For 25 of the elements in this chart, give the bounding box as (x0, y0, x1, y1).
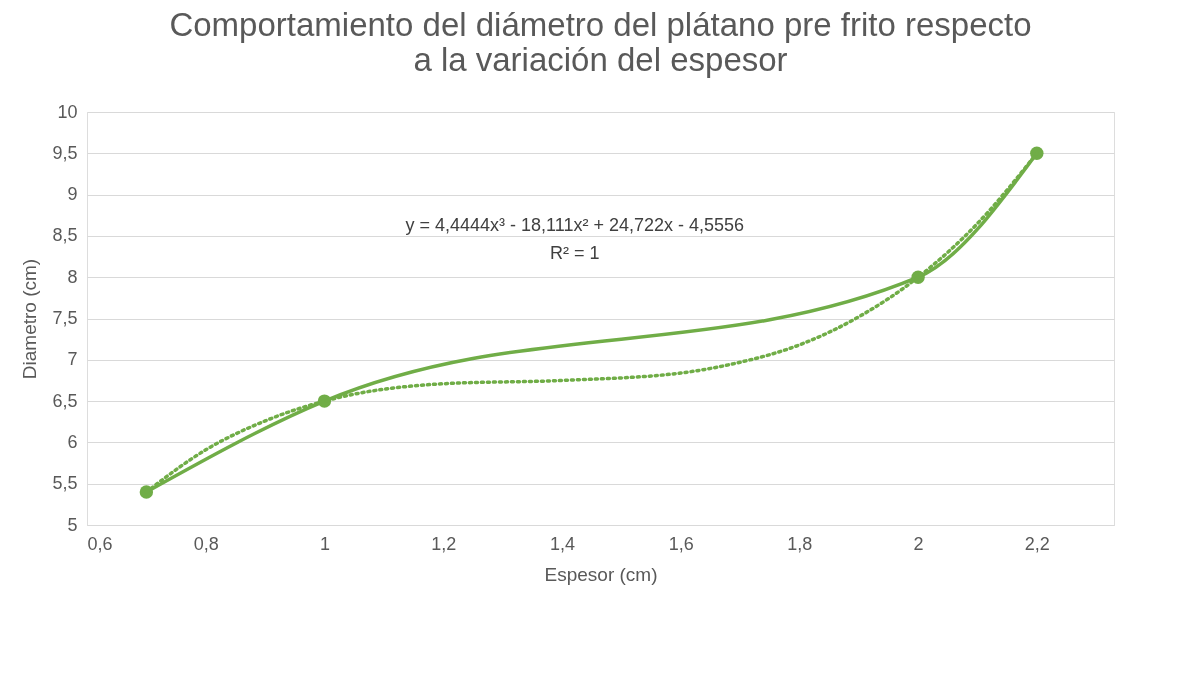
x-tick-label: 1,8 (787, 533, 813, 554)
x-tick-label: 1,6 (668, 533, 694, 554)
y-tick-label: 6 (67, 431, 78, 452)
x-tick-label: 1,4 (549, 533, 575, 554)
y-axis-title: Diametro (cm) (19, 258, 41, 380)
y-tick-label: 9 (67, 184, 78, 205)
y-tick-label: 5,5 (52, 473, 78, 494)
y-tick-label: 7 (67, 349, 78, 370)
x-axis-title: Espesor (cm) (544, 563, 658, 585)
y-tick-label: 9,5 (52, 142, 78, 163)
text: Comportamiento del diámetro del plátano pre frito respecto (169, 6, 1032, 43)
y-tick-label: 5 (67, 514, 78, 535)
x-tick-label: 2,2 (1024, 533, 1050, 554)
y-tick-label: 7,5 (52, 308, 78, 328)
x-tick-label: 1,2 (431, 533, 457, 554)
y-tick-label: 8,5 (52, 225, 78, 246)
x-tick-label: 2 (913, 533, 924, 554)
annotation: R² = 1 (550, 242, 600, 263)
x-tick-label: 1 (319, 533, 330, 554)
y-tick-label: 10 (57, 101, 78, 122)
x-tick-label: 0,8 (193, 533, 219, 554)
annotation: y = 4,4444x³ - 18,111x² + 24,722x - 4,5556 (405, 214, 745, 235)
y-tick-label: 8 (67, 266, 78, 287)
x-tick-label: 0,6 (87, 533, 113, 554)
y-tick-label: 6,5 (52, 390, 78, 411)
